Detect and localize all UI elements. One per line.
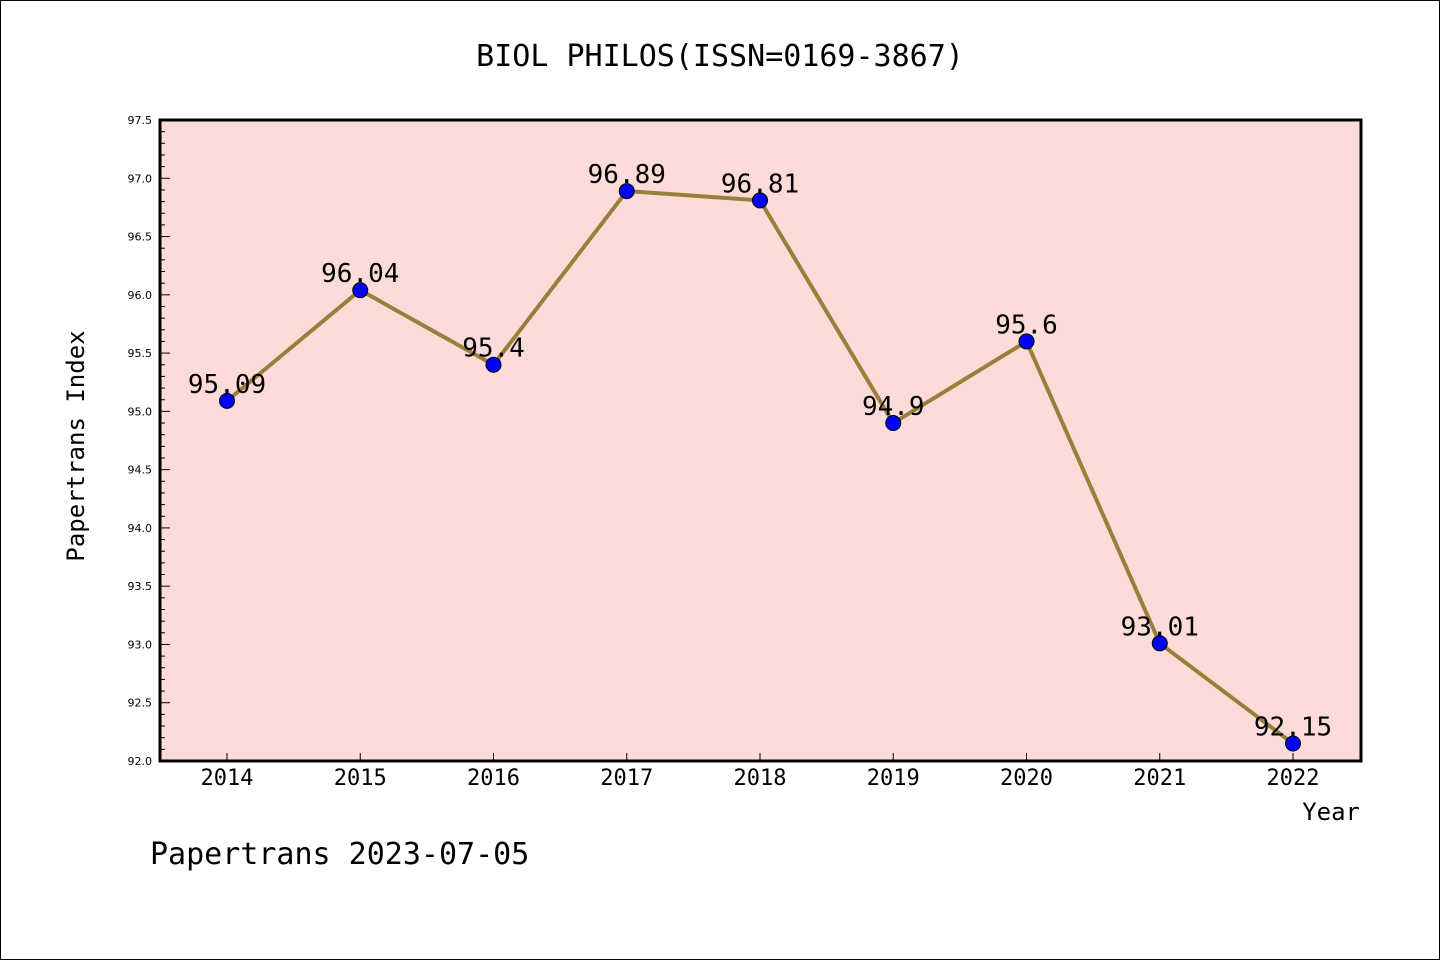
x-axis-label: Year (1302, 798, 1360, 826)
x-tick-label: 2020 (1000, 766, 1053, 791)
data-label: 96.89 (588, 160, 666, 190)
y-tick-label: 96.0 (128, 289, 153, 302)
data-label: 96.81 (721, 169, 799, 199)
data-point (1151, 635, 1168, 652)
plot-border (158, 118, 1363, 763)
x-tick-label: 2015 (334, 766, 387, 791)
data-point (352, 282, 369, 299)
y-axis-label: Papertrans Index (62, 330, 90, 561)
y-tick-label: 95.0 (128, 405, 153, 418)
x-tick-label: 2022 (1267, 766, 1320, 791)
series-markers (219, 183, 1301, 752)
y-tick-label: 96.5 (128, 231, 153, 244)
plot-area (160, 120, 1361, 761)
data-label: 93.01 (1121, 612, 1199, 642)
x-tick-label: 2017 (600, 766, 653, 791)
data-point (219, 392, 235, 409)
data-label: 95.6 (995, 310, 1058, 340)
data-point (618, 183, 635, 200)
y-tick-label: 92.5 (128, 697, 153, 710)
y-tick-label: 97.0 (128, 172, 153, 185)
y-tick-label: 94.0 (128, 522, 153, 535)
data-label: 95.4 (462, 334, 525, 364)
x-axis-ticks: 2014 2015 2016 2017 2018 2019 2020 2021 2022 (201, 753, 1320, 791)
y-tick-label: 97.5 (128, 114, 153, 127)
data-labels: 95.09 96.04 95.4 96.89 96.81 94.9 95.6 93.01 92.… (188, 160, 1332, 742)
data-label: 94.9 (862, 392, 925, 422)
data-point (885, 415, 902, 432)
x-tick-label: 2018 (734, 766, 787, 791)
data-point (752, 192, 768, 209)
y-tick-label: 94.5 (128, 464, 153, 477)
data-label: 95.09 (188, 370, 266, 400)
data-point (1285, 735, 1301, 752)
footer-text: Papertrans 2023-07-05 (150, 837, 529, 872)
y-tick-label: 93.5 (128, 580, 153, 593)
x-tick-label: 2019 (867, 766, 920, 791)
chart-title: BIOL PHILOS(ISSN=0169-3867) (476, 39, 964, 74)
data-point (1018, 333, 1035, 350)
data-label: 92.15 (1254, 713, 1332, 743)
data-point (485, 356, 502, 373)
x-tick-label: 2016 (467, 766, 520, 791)
x-tick-label: 2021 (1133, 766, 1186, 791)
data-label: 96.04 (321, 259, 399, 289)
y-tick-label: 92.0 (128, 755, 153, 768)
y-tick-label: 95.5 (128, 347, 153, 360)
x-tick-label: 2014 (201, 766, 254, 791)
y-tick-label: 93.0 (128, 638, 153, 651)
